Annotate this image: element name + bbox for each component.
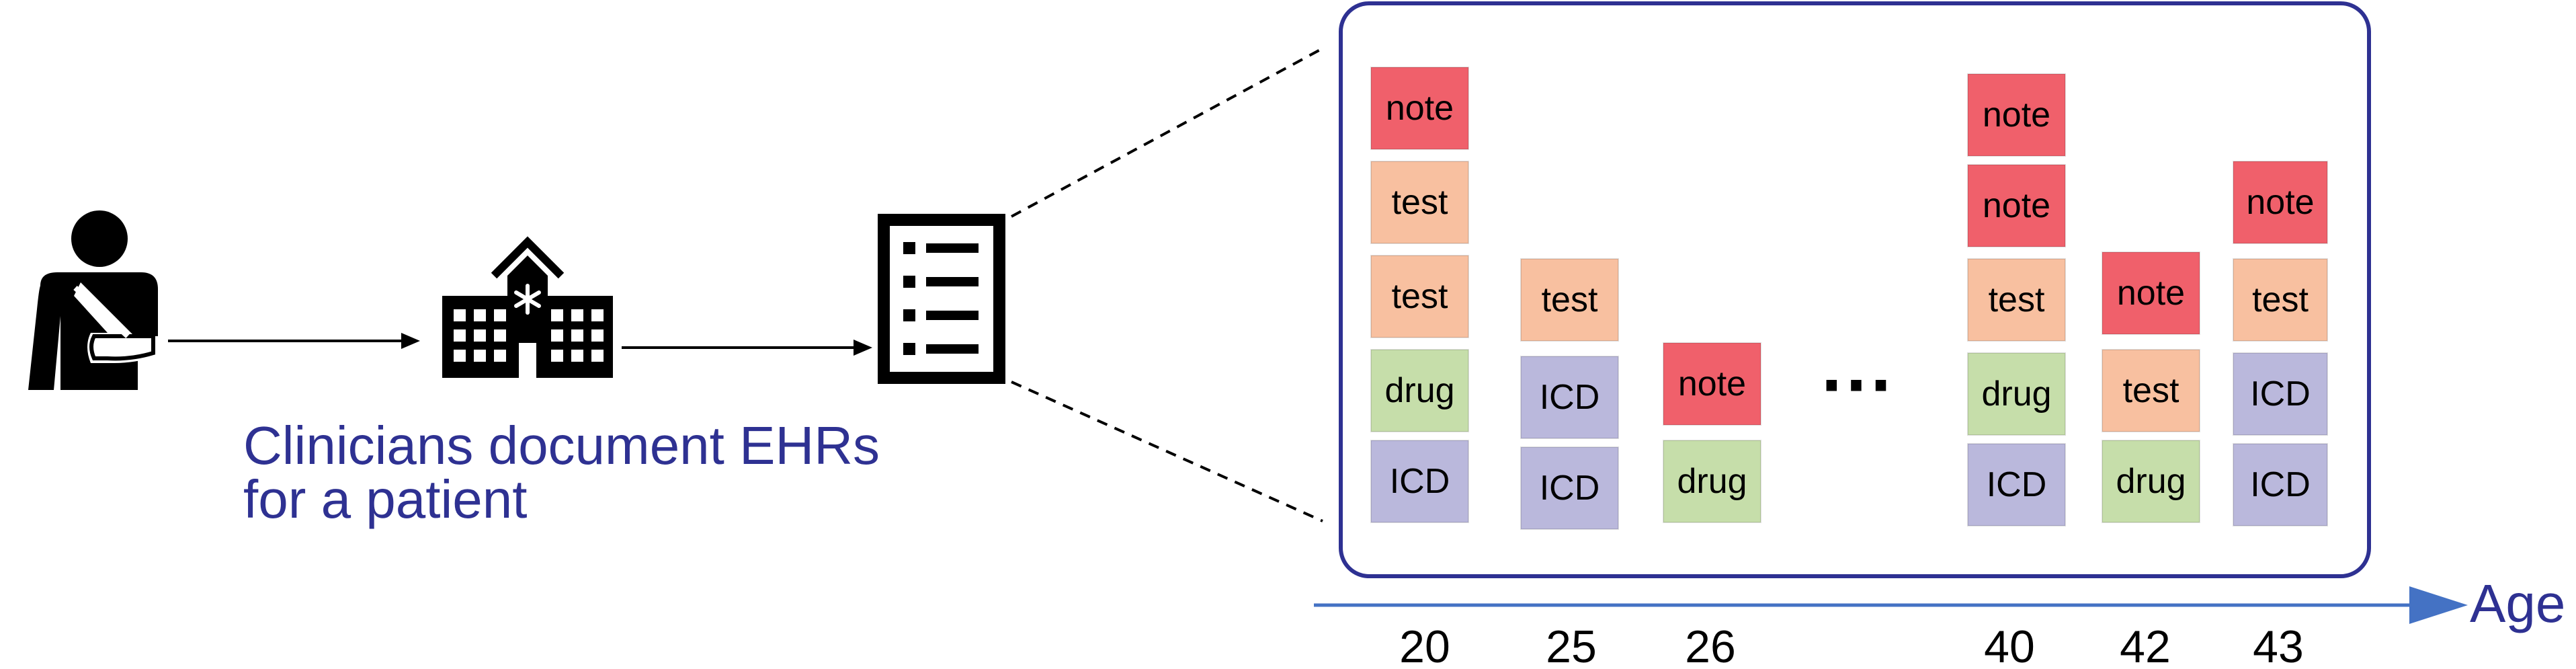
event-box-fill	[1370, 349, 1469, 432]
event-test-box: test	[2233, 258, 2328, 342]
event-box-fill	[1663, 440, 1761, 523]
event-test-box: test	[1370, 161, 1469, 244]
event-columns: note test test drug ICD test ICD ICD note drug not…	[1370, 67, 2328, 530]
event-box-fill	[1370, 440, 1469, 523]
event-box-fill	[1370, 67, 1469, 150]
event-label: note	[1386, 89, 1454, 128]
event-box-fill	[2233, 258, 2328, 342]
event-box-fill	[1967, 164, 2066, 247]
event-box-fill	[1967, 73, 2066, 157]
event-label: note	[2246, 183, 2314, 222]
age-tick-label: 26	[1685, 621, 1736, 669]
event-note-box: note	[1967, 73, 2066, 157]
event-box-fill	[1370, 161, 1469, 244]
age-axis-arrowhead	[2409, 586, 2468, 624]
caption-line-2: for a patient	[243, 469, 528, 529]
event-test-box: test	[1370, 255, 1469, 338]
event-box-fill	[1967, 352, 2066, 436]
event-icd-box: ICD	[1520, 356, 1619, 439]
event-test-box: test	[1520, 258, 1619, 342]
event-drug-box: drug	[1663, 440, 1761, 523]
ehr-document-icon	[878, 214, 1005, 384]
event-box-fill	[2102, 440, 2200, 523]
event-box-fill	[2102, 349, 2200, 432]
event-drug-box: drug	[2102, 440, 2200, 523]
timeline-frame	[1339, 1, 2371, 578]
age-tick-label: 40	[1984, 621, 2035, 669]
age-tick-label: 43	[2253, 621, 2304, 669]
event-box-fill	[2233, 352, 2328, 436]
event-label: ICD	[1390, 462, 1450, 501]
event-box-fill	[2233, 161, 2328, 244]
event-label: note	[1983, 186, 2050, 225]
age-axis-label: Age	[2470, 574, 2565, 633]
event-box-fill	[1520, 356, 1619, 439]
flow-arrowhead-2	[854, 340, 872, 356]
event-note-box: note	[1370, 67, 1469, 150]
event-label: note	[1983, 95, 2050, 134]
event-label: note	[2117, 274, 2185, 313]
event-box-fill	[2233, 443, 2328, 526]
event-icd-box: ICD	[2233, 443, 2328, 526]
age-tick-label: 25	[1546, 621, 1597, 669]
event-label: test	[1989, 280, 2045, 319]
event-label: test	[2252, 280, 2309, 319]
event-icd-box: ICD	[1520, 446, 1619, 530]
caption-line-1: Clinicians document EHRs	[243, 416, 880, 475]
injured-patient-icon	[28, 210, 158, 390]
event-icd-box: ICD	[1967, 443, 2066, 526]
age-labels: 20 25 26 40 42 43	[1399, 621, 2304, 669]
event-label: drug	[1677, 462, 1747, 501]
event-label: ICD	[2250, 465, 2311, 504]
zoom-line-top	[1011, 47, 1323, 218]
event-label: drug	[1981, 375, 2051, 414]
timeline-ellipsis: ···	[1821, 344, 1895, 426]
event-box-fill	[1520, 258, 1619, 342]
event-drug-box: drug	[1370, 349, 1469, 432]
event-label: test	[1392, 277, 1448, 316]
event-test-box: test	[2102, 349, 2200, 432]
event-drug-box: drug	[1967, 352, 2066, 436]
event-box-fill	[1520, 446, 1619, 530]
flow-arrowhead-1	[401, 333, 420, 349]
event-test-box: test	[1967, 258, 2066, 342]
event-label: ICD	[1987, 465, 2047, 504]
event-note-box: note	[1967, 164, 2066, 247]
zoom-line-bottom	[1011, 381, 1323, 522]
event-label: ICD	[1540, 469, 1600, 508]
event-note-box: note	[2233, 161, 2328, 244]
age-tick-label: 42	[2120, 621, 2171, 669]
event-label: test	[2123, 371, 2179, 410]
age-tick-label: 20	[1399, 621, 1450, 669]
event-label: drug	[1384, 371, 1454, 410]
event-box-fill	[2102, 251, 2200, 335]
hospital-building-icon	[442, 236, 613, 378]
event-note-box: note	[1663, 342, 1761, 426]
event-box-fill	[1663, 342, 1761, 426]
event-box-fill	[1370, 255, 1469, 338]
event-box-fill	[1967, 443, 2066, 526]
event-label: ICD	[2250, 375, 2311, 414]
event-icd-box: ICD	[1370, 440, 1469, 523]
event-box-fill	[1967, 258, 2066, 342]
event-label: ICD	[1540, 378, 1600, 417]
event-label: test	[1392, 183, 1448, 222]
event-label: test	[1542, 280, 1598, 319]
event-note-box: note	[2102, 251, 2200, 335]
event-icd-box: ICD	[2233, 352, 2328, 436]
event-label: note	[1678, 364, 1746, 403]
event-label: drug	[2116, 462, 2186, 501]
